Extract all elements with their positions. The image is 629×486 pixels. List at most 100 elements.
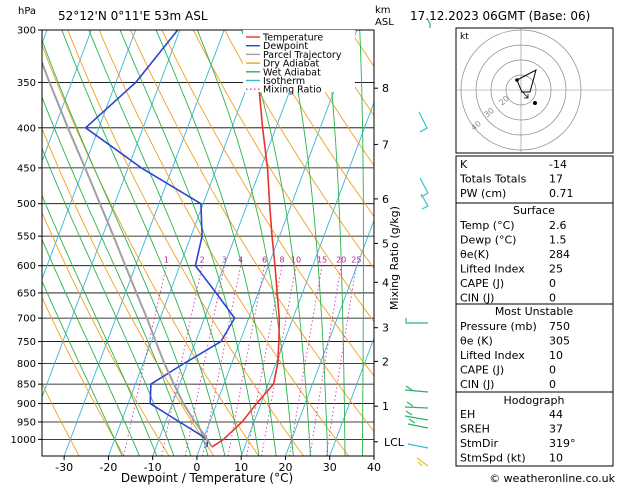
hodograph-point <box>515 78 519 82</box>
chart-title-location: 52°12'N 0°11'E 53m ASL <box>58 9 208 23</box>
wet-adiabat <box>42 238 140 456</box>
x-tick-label: 30 <box>323 461 337 474</box>
km-tick-label: 2 <box>382 355 389 368</box>
pressure-tick-label: 500 <box>17 199 36 210</box>
isotherm <box>42 30 181 399</box>
wet-adiabat <box>42 95 192 456</box>
dry-adiabat <box>287 30 374 167</box>
wind-barb <box>407 443 429 449</box>
most-unstable-label: Pressure (mb) <box>460 320 537 333</box>
surface-value: 0 <box>549 277 556 290</box>
km-tick-label: 5 <box>382 237 389 250</box>
legend-label: Isotherm <box>263 76 305 87</box>
isotherm <box>0 30 3 456</box>
dry-adiabat <box>42 211 170 456</box>
wet-adiabat <box>88 30 243 456</box>
legend-label: Dry Adiabat <box>263 59 320 70</box>
hodograph-trace <box>516 69 537 93</box>
dry-adiabat <box>42 43 260 456</box>
mixing-ratio-line <box>325 265 357 456</box>
mixing-ratio-line <box>309 265 342 456</box>
footer-copyright: © weatheronline.co.uk <box>489 472 615 485</box>
mixing-ratio-line <box>261 265 297 456</box>
pressure-tick-label: 750 <box>17 337 36 348</box>
hodograph-value: 37 <box>549 423 563 436</box>
mixing-ratio-line <box>184 265 225 456</box>
surface-value: 25 <box>549 263 563 276</box>
km-tick-label: LCL <box>384 436 405 449</box>
hodograph-value: 44 <box>549 408 563 421</box>
isotherm <box>152 30 314 456</box>
mixing-ratio-label: 4 <box>238 256 243 265</box>
most-unstable-label: CAPE (J) <box>460 364 504 377</box>
dry-adiabat <box>42 296 125 456</box>
surface-value: 2.6 <box>549 219 567 232</box>
surface-value: 1.5 <box>549 234 567 247</box>
pressure-tick-label: 850 <box>17 380 36 391</box>
wind-barb <box>407 418 429 429</box>
pressure-tick-label: 700 <box>17 314 36 325</box>
x-tick-label: 10 <box>234 461 248 474</box>
wet-adiabat <box>42 39 209 456</box>
x-tick-label: -10 <box>144 461 162 474</box>
most-unstable-value: 0 <box>549 378 556 391</box>
mixing-ratio-label: 10 <box>291 256 301 265</box>
wet-adiabat <box>241 30 311 456</box>
pressure-tick-label: 450 <box>17 163 36 174</box>
isotherm <box>240 101 374 456</box>
x-tick-label: -20 <box>99 461 117 474</box>
pressure-tick-label: 350 <box>17 78 36 89</box>
wet-adiabat <box>155 30 277 456</box>
index-value: -14 <box>549 158 567 171</box>
hodograph-label: SREH <box>460 423 490 436</box>
mixing-ratio-label: 2 <box>200 256 205 265</box>
wind-barb <box>405 318 428 324</box>
mixing-ratio-label: 20 <box>336 256 346 265</box>
x-axis-label: Dewpoint / Temperature (°C) <box>121 471 293 485</box>
index-value: 0.71 <box>549 187 574 200</box>
index-label: K <box>460 158 468 171</box>
wet-adiabat <box>285 30 329 456</box>
hodograph-unit: kt <box>460 32 469 42</box>
wind-barb <box>419 177 429 198</box>
parcel-trajectory-profile <box>42 60 213 448</box>
index-value: 17 <box>549 173 563 186</box>
pressure-tick-label: 1000 <box>11 435 36 446</box>
pressure-tick-label: 950 <box>17 417 36 428</box>
x-tick-label: 20 <box>278 461 292 474</box>
km-tick-label: 6 <box>382 193 389 206</box>
right-axis-unit-top: km <box>375 5 391 16</box>
left-axis-unit: hPa <box>18 6 36 17</box>
index-label: Totals Totals <box>459 173 527 186</box>
wind-barb <box>427 19 431 28</box>
surface-label: Dewp (°C) <box>460 234 516 247</box>
legend-label: Parcel Trajectory <box>263 50 342 61</box>
legend-label: Wet Adiabat <box>263 67 321 78</box>
surface-value: 284 <box>549 248 570 261</box>
isotherm <box>107 30 269 456</box>
table-section-title: Most Unstable <box>495 305 574 318</box>
mixing-ratio-label: 1 <box>164 256 169 265</box>
km-tick-label: 7 <box>382 138 389 151</box>
right-axis-unit-bottom: ASL <box>375 17 394 28</box>
hodograph-label: EH <box>460 408 475 421</box>
most-unstable-value: 750 <box>549 320 570 333</box>
wet-adiabat <box>61 30 226 456</box>
isotherm <box>42 30 48 45</box>
hodograph-frame <box>455 27 614 154</box>
dry-adiabat <box>98 30 349 456</box>
wind-barb <box>416 457 429 467</box>
dry-adiabat <box>42 127 215 456</box>
table-section-title: Hodograph <box>504 394 565 407</box>
most-unstable-label: CIN (J) <box>460 378 494 391</box>
legend-label: Dewpoint <box>263 41 308 52</box>
mixing-ratio-label: 6 <box>262 256 267 265</box>
hodograph: kt 20 30 40 <box>455 27 614 154</box>
most-unstable-value: 0 <box>549 364 556 377</box>
pressure-tick-label: 800 <box>17 359 36 370</box>
chart-title-time: 17.12.2023 06GMT (Base: 06) <box>410 9 590 23</box>
dry-adiabat <box>255 30 374 218</box>
pressure-tick-label: 900 <box>17 399 36 410</box>
wet-adiabat <box>42 280 123 456</box>
